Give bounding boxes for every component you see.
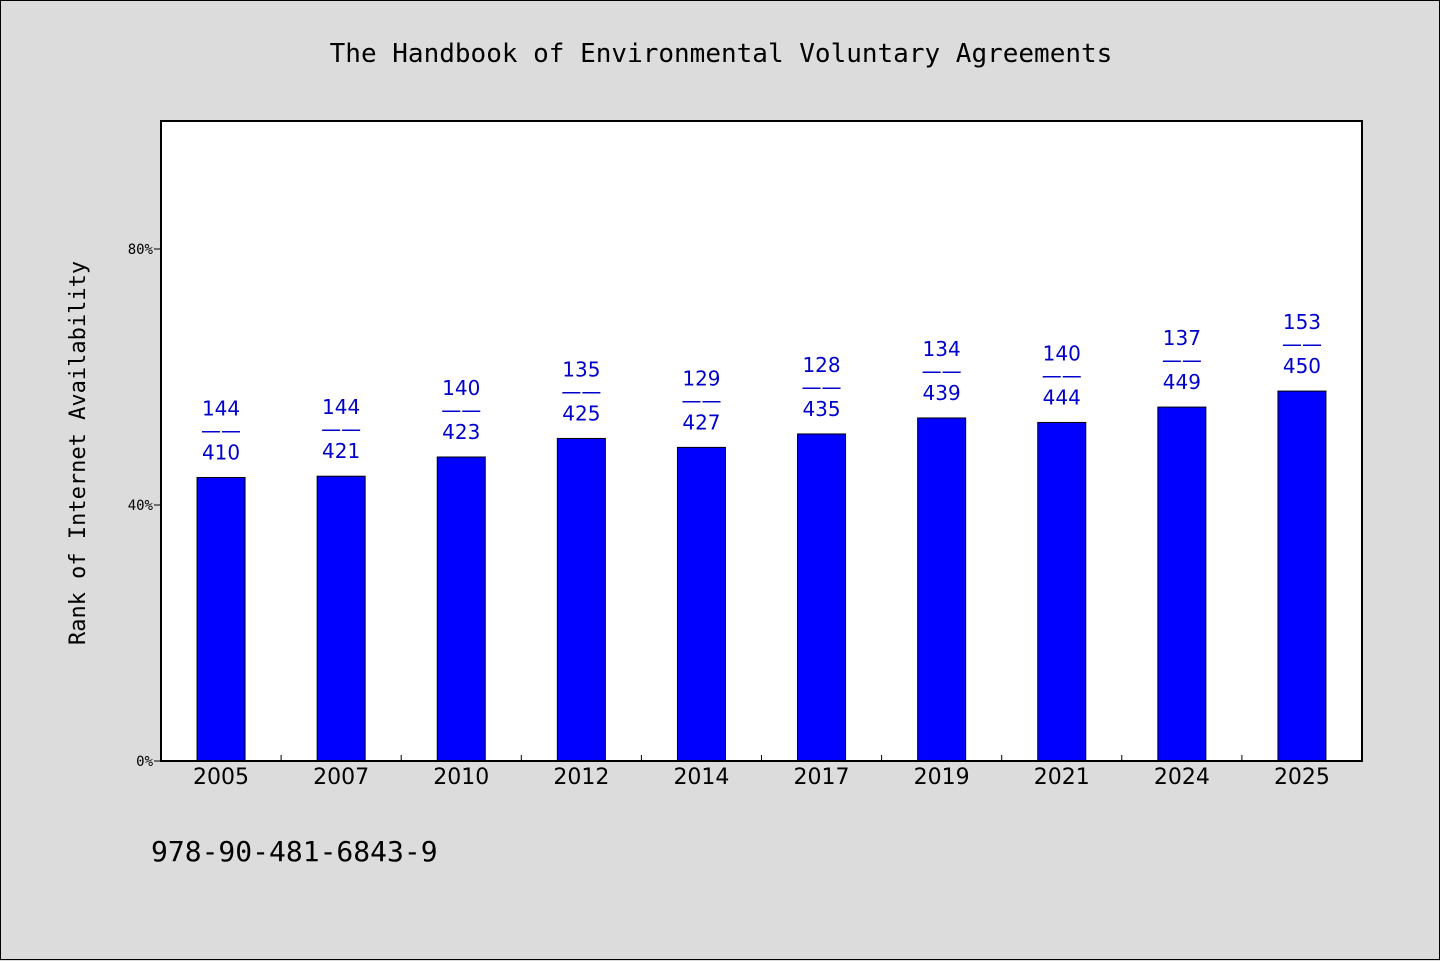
bar-label-top-2010: 140: [442, 376, 480, 400]
bar-2010: [436, 456, 486, 762]
bar-label-sep-2005: ——: [201, 418, 241, 442]
y-ticks-group: 0% 40% 80%: [128, 242, 161, 770]
bar-2017: [797, 433, 847, 762]
bar-label-sep-2024: ——: [1162, 348, 1202, 372]
bar-label-top-2024: 137: [1163, 326, 1201, 350]
bar-label-top-2025: 153: [1283, 310, 1321, 334]
bar-label-bottom-2019: 439: [923, 381, 961, 405]
bar-2025: [1277, 390, 1327, 762]
bar-label-sep-2014: ——: [681, 388, 721, 412]
bar-label-bottom-2017: 435: [802, 397, 840, 421]
bar-label-sep-2017: ——: [802, 375, 842, 399]
chart-title: The Handbook of Environmental Voluntary …: [330, 39, 1113, 69]
bar-labels-group: 144——410144——421140——423135——425129——427…: [201, 310, 1322, 464]
bar-label-sep-2010: ——: [441, 398, 481, 422]
bar-label-top-2014: 129: [682, 366, 720, 390]
bar-label-sep-2019: ——: [922, 359, 962, 383]
bar-label-top-2005: 144: [202, 396, 240, 420]
bar-2019: [917, 417, 967, 762]
x-tick-label-2005: 2005: [193, 765, 249, 790]
x-tick-label-2007: 2007: [313, 765, 369, 790]
bar-2021: [1037, 421, 1087, 762]
bar-label-top-2017: 128: [802, 353, 840, 377]
bar-2012: [556, 437, 606, 762]
bars-group: [196, 390, 1327, 762]
x-tick-label-2024: 2024: [1154, 765, 1210, 790]
bar-label-sep-2012: ——: [561, 379, 601, 403]
bar-label-bottom-2021: 444: [1043, 385, 1081, 409]
bar-label-bottom-2025: 450: [1283, 354, 1321, 378]
y-axis-label: Rank of Internet Availability: [66, 261, 91, 645]
bar-2014: [676, 446, 726, 762]
x-tick-label-2019: 2019: [914, 765, 970, 790]
x-tick-label-2021: 2021: [1034, 765, 1090, 790]
y-tick-label-0: 0%: [136, 754, 153, 770]
bar-label-top-2012: 135: [562, 357, 600, 381]
bar-label-top-2021: 140: [1043, 341, 1081, 365]
isbn-text: 978-90-481-6843-9: [151, 835, 438, 868]
plot-border: [160, 120, 1363, 762]
bar-label-top-2019: 134: [923, 337, 961, 361]
bar-2007: [316, 475, 366, 762]
x-tick-label-2014: 2014: [673, 765, 729, 790]
x-tick-label-2025: 2025: [1274, 765, 1330, 790]
x-tick-label-2017: 2017: [794, 765, 850, 790]
bar-label-bottom-2012: 425: [562, 401, 600, 425]
bar-label-sep-2007: ——: [321, 417, 361, 441]
bar-label-bottom-2014: 427: [682, 410, 720, 434]
y-tick-label-40: 40%: [128, 498, 154, 514]
x-ticks-group: 2005 2007 2010 2012 2014 2017 2019 2021 2024 2025: [193, 755, 1330, 790]
x-tick-label-2012: 2012: [553, 765, 609, 790]
x-tick-label-2010: 2010: [433, 765, 489, 790]
bar-2005: [196, 476, 246, 762]
bar-label-bottom-2005: 410: [202, 440, 240, 464]
bar-label-sep-2025: ——: [1282, 332, 1322, 356]
y-tick-label-80: 80%: [128, 242, 154, 258]
bar-2024: [1157, 406, 1207, 762]
bar-label-bottom-2010: 423: [442, 420, 480, 444]
bar-label-top-2007: 144: [322, 395, 360, 419]
bar-label-bottom-2007: 421: [322, 439, 360, 463]
bar-label-bottom-2024: 449: [1163, 370, 1201, 394]
bar-label-sep-2021: ——: [1042, 363, 1082, 387]
